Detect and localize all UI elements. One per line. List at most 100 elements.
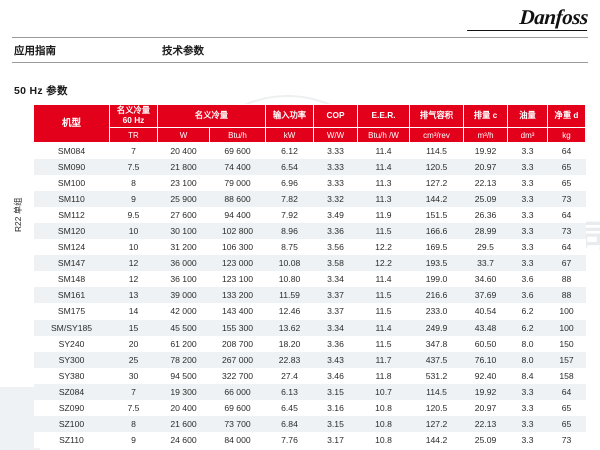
- cell-value: 13: [109, 287, 158, 304]
- cell-value: 8.0: [507, 335, 548, 352]
- cell-model: SM124: [33, 239, 110, 256]
- col-header-displacement: 排量 c: [463, 104, 509, 128]
- cell-model: SZ100: [33, 416, 110, 433]
- cell-value: 3.3: [507, 158, 548, 175]
- cell-value: 10: [109, 239, 158, 256]
- cell-value: 3.37: [313, 287, 358, 304]
- cell-model: SY380: [33, 367, 110, 384]
- cell-value: 10.8: [357, 416, 410, 433]
- cell-value: 18.20: [265, 335, 314, 352]
- table-row: SZ084 7 19 300 66 000 6.13 3.15 10.7 114.5 19.92…: [33, 383, 586, 400]
- cell-value: 150: [547, 335, 586, 352]
- cell-value: 3.33: [313, 174, 358, 191]
- cell-value: 3.6: [507, 287, 548, 304]
- table-row: SY240 20 61 200 208 700 18.20 3.36 11.5 347.8 60…: [33, 335, 586, 352]
- cell-value: 169.5: [409, 239, 464, 256]
- cell-value: 531.2: [409, 367, 464, 384]
- cell-model: SM147: [33, 255, 110, 272]
- col-header-eer: E.E.R.: [357, 104, 411, 128]
- cell-value: 3.3: [507, 142, 548, 159]
- cell-value: 151.5: [409, 206, 464, 223]
- table-row: SM120 10 30 100 102 800 8.96 3.36 11.5 166.6 28.…: [33, 222, 586, 240]
- unit-dm3: dm³: [507, 127, 549, 143]
- cell-value: 7: [109, 383, 158, 400]
- cell-value: 9.5: [109, 206, 158, 223]
- cell-value: 3.32: [313, 190, 358, 207]
- cell-value: 34.60: [463, 271, 508, 288]
- unit-cm3rev: cm³/rev: [409, 127, 465, 143]
- running-header-left: 应用指南: [14, 44, 56, 57]
- cell-value: 31 200: [157, 239, 210, 256]
- cell-value: 40.54: [463, 303, 508, 320]
- cell-value: 45 500: [157, 319, 210, 336]
- cell-value: 3.3: [507, 206, 548, 223]
- cell-value: 8.75: [265, 239, 314, 256]
- section-title: 50 Hz 参数: [14, 85, 68, 97]
- col-header-oil-charge: 油量: [507, 104, 549, 128]
- cell-model: SM100: [33, 174, 110, 191]
- table-row: SM148 12 36 100 123 100 10.80 3.34 11.4 199.0 34…: [33, 271, 586, 288]
- cell-value: 20.97: [463, 158, 508, 175]
- cell-value: 193.5: [409, 255, 464, 272]
- cell-value: 30 100: [157, 222, 210, 240]
- col-header-model: 机型: [33, 104, 110, 143]
- cell-model: SM120: [33, 222, 110, 240]
- cell-value: 76.10: [463, 351, 508, 368]
- group-label-r22: R22 单组: [13, 197, 23, 232]
- cell-value: 114.5: [409, 142, 464, 159]
- cell-value: 25.09: [463, 432, 508, 449]
- cell-value: 233.0: [409, 303, 464, 320]
- cell-value: 94 400: [209, 206, 266, 223]
- cell-value: 21 600: [157, 416, 210, 433]
- cell-value: 27 600: [157, 206, 210, 223]
- cell-value: 3.3: [507, 239, 548, 256]
- cell-value: 3.3: [507, 174, 548, 191]
- cell-model: SZ084: [33, 383, 110, 400]
- cell-value: 39 000: [157, 287, 210, 304]
- cell-value: 166.6: [409, 222, 464, 240]
- spec-table: 机型 名义冷量 60 Hz 名义冷量 输入功率 COP E.E.R. 排气容积 …: [33, 104, 587, 449]
- cell-value: 20.97: [463, 400, 508, 417]
- table-row: SM/SY185 15 45 500 155 300 13.62 3.34 11.4 249.…: [33, 319, 586, 336]
- cell-value: 3.6: [507, 271, 548, 288]
- cell-value: 22.83: [265, 351, 314, 368]
- cell-value: 12.2: [357, 255, 410, 272]
- cell-value: 3.58: [313, 255, 358, 272]
- cell-value: 11.59: [265, 287, 314, 304]
- cell-value: 7: [109, 142, 158, 159]
- cell-model: SM090: [33, 158, 110, 175]
- cell-value: 27.4: [265, 367, 314, 384]
- danfoss-logo: Danfoss: [467, 4, 589, 31]
- cell-value: 21 800: [157, 158, 210, 175]
- table-head: 机型 名义冷量 60 Hz 名义冷量 输入功率 COP E.E.R. 排气容积 …: [33, 104, 587, 143]
- cell-value: 69 600: [209, 142, 266, 159]
- table-header-row-2: TR W Btu/h kW W/W Btu/h /W cm³/rev m³/h …: [34, 127, 587, 143]
- col-header-nominal-capacity: 名义冷量: [156, 104, 267, 128]
- cell-value: 7.5: [109, 158, 158, 175]
- cell-value: 102 800: [209, 222, 266, 240]
- cell-value: 3.15: [313, 383, 358, 400]
- cell-value: 216.6: [409, 287, 464, 304]
- cell-value: 3.3: [507, 400, 548, 417]
- cell-value: 322 700: [209, 367, 266, 384]
- cell-value: 100: [547, 319, 586, 336]
- running-header: 应用指南 技术参数: [12, 37, 588, 63]
- cell-value: 65: [547, 400, 586, 417]
- cell-value: 7.76: [265, 432, 314, 449]
- cell-value: 12: [109, 271, 158, 288]
- cell-value: 65: [547, 158, 586, 175]
- cell-value: 11.8: [357, 367, 410, 384]
- unit-ww: W/W: [313, 127, 359, 143]
- cell-value: 133 200: [209, 287, 266, 304]
- cell-value: 10.8: [357, 432, 410, 449]
- cell-value: 3.33: [313, 158, 358, 175]
- cell-value: 123 100: [209, 271, 266, 288]
- col-header-net-weight: 净重 d: [547, 104, 587, 128]
- cell-value: 3.49: [313, 206, 358, 223]
- cell-model: SY300: [33, 351, 110, 368]
- cell-value: 3.16: [313, 400, 358, 417]
- table-row: SY380 30 94 500 322 700 27.4 3.46 11.8 531.2 92.…: [33, 367, 586, 384]
- cell-value: 106 300: [209, 239, 266, 256]
- cell-value: 8.0: [507, 351, 548, 368]
